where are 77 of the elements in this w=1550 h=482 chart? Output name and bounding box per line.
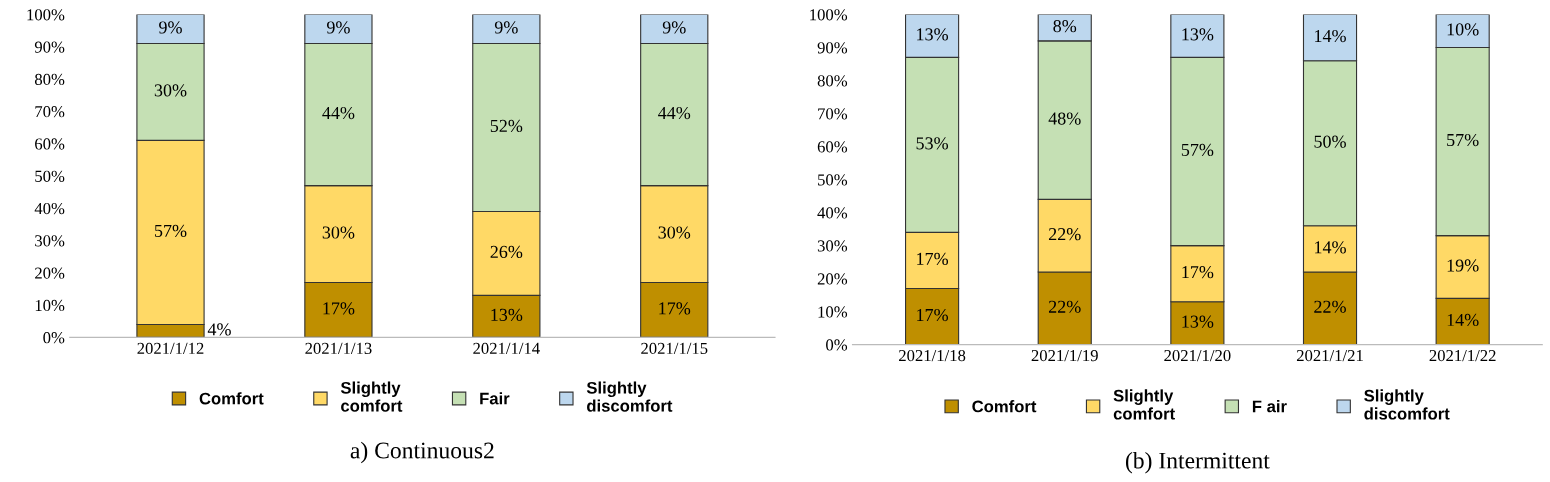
y-tick-label: 20% [35, 267, 65, 279]
text: a) Continuous2 [350, 441, 494, 464]
data-label: 17% [659, 302, 691, 315]
y-tick-label: 70% [35, 106, 65, 118]
data-label: 53% [916, 137, 949, 150]
x-tick-label: 2021/1/20 [1164, 349, 1231, 362]
y-tick-label: 50% [818, 174, 848, 186]
legend-label: Slightly discomfort [1364, 389, 1450, 420]
data-label: 10% [1447, 23, 1479, 36]
data-label: 26% [490, 245, 523, 259]
y-tick-label: 80% [34, 73, 65, 86]
y-tick-label: 0% [826, 339, 848, 351]
text: (b) Intermittent [1125, 451, 1270, 474]
data-label: 52% [490, 119, 523, 133]
y-tick-label: 60% [35, 138, 65, 150]
data-label: 4% [207, 323, 231, 336]
y-tick-label: 40% [34, 202, 65, 215]
legend-label: Fair [480, 392, 510, 405]
data-label: 14% [1315, 241, 1346, 254]
data-label: 57% [1181, 143, 1214, 157]
data-label: 17% [323, 302, 355, 315]
legend-label: Slightly comfort [340, 381, 403, 412]
data-label: 50% [1314, 135, 1346, 148]
data-label: 14% [1447, 313, 1479, 327]
y-tick-label: 40% [817, 207, 848, 219]
data-label: 44% [322, 106, 355, 120]
x-tick-label: 2021/1/19 [1031, 349, 1098, 362]
y-tick-label: 70% [818, 108, 848, 120]
y-tick-label: 60% [817, 141, 848, 153]
y-tick-label: 30% [35, 235, 65, 247]
data-label: 13% [1182, 315, 1214, 328]
data-label: 17% [917, 252, 949, 266]
x-tick-label: 2021/1/15 [641, 342, 708, 354]
data-label: 17% [1182, 265, 1214, 279]
data-label: 9% [494, 21, 518, 34]
data-label: 30% [154, 84, 187, 97]
data-label: 9% [159, 21, 182, 34]
legend-label: Slightly discomfort [586, 381, 673, 412]
y-tick-label: 10% [818, 306, 848, 318]
data-label: 13% [917, 28, 949, 41]
y-tick-label: 10% [35, 299, 65, 312]
y-tick-label: 90% [817, 42, 848, 54]
legend-label: Slightly comfort [1113, 389, 1175, 420]
x-tick-label: 2021/1/21 [1296, 349, 1363, 362]
data-label: 22% [1048, 228, 1081, 241]
data-label: 17% [917, 308, 949, 322]
data-label: 48% [1048, 112, 1081, 125]
y-tick-label: 100% [27, 9, 65, 21]
data-label: 30% [322, 226, 355, 239]
data-label: 13% [1182, 28, 1214, 41]
y-tick-label: 80% [817, 75, 848, 87]
legend-label: Comfort [972, 400, 1037, 413]
legend-label: Comfort [199, 392, 264, 405]
legend-label: F air [1252, 400, 1287, 413]
y-tick-label: 0% [43, 332, 65, 344]
data-label: 14% [1315, 29, 1346, 43]
x-tick-label: 2021/1/12 [137, 342, 204, 354]
data-label: 9% [662, 21, 686, 34]
data-label: 57% [155, 224, 187, 238]
data-label: 13% [491, 308, 523, 321]
data-label: 9% [326, 21, 350, 34]
x-tick-label: 2021/1/13 [305, 342, 372, 354]
data-label: 19% [1447, 259, 1479, 272]
x-tick-label: 2021/1/22 [1429, 349, 1496, 362]
data-label: 30% [658, 226, 691, 239]
data-label: 8% [1053, 20, 1077, 33]
x-tick-label: 2021/1/14 [473, 342, 540, 354]
y-tick-label: 90% [34, 41, 65, 53]
data-label: 44% [658, 106, 691, 120]
y-tick-label: 30% [817, 240, 848, 252]
data-label: 22% [1048, 300, 1081, 313]
data-label: 22% [1314, 300, 1346, 313]
data-label: 57% [1447, 133, 1479, 147]
x-tick-label: 2021/1/18 [899, 349, 966, 362]
y-tick-label: 20% [817, 273, 848, 285]
y-tick-label: 100% [810, 9, 848, 21]
y-tick-label: 50% [35, 170, 65, 182]
